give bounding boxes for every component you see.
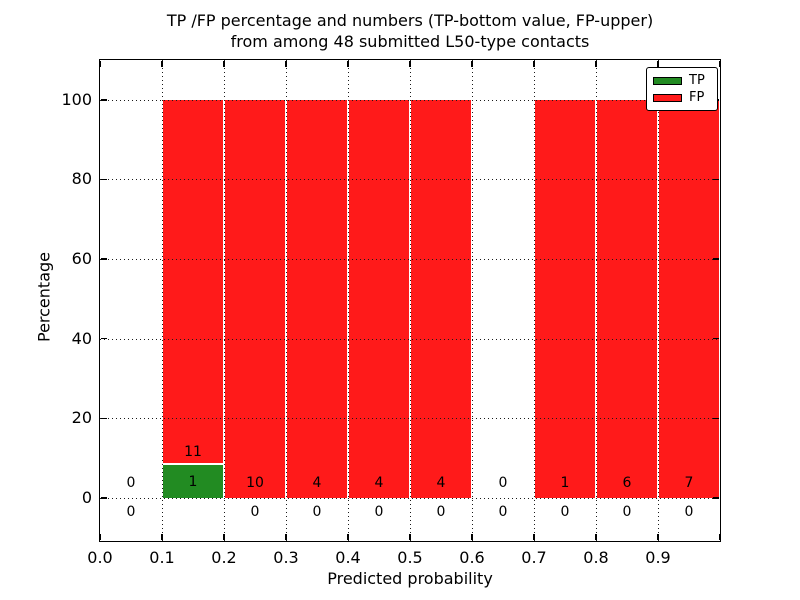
x-axis-label: Predicted probability — [327, 569, 493, 588]
fp-count-label: 10 — [246, 474, 264, 491]
y-axis-tick-right — [713, 337, 719, 340]
x-axis-tick-top — [99, 61, 101, 67]
x-tick-label: 0.2 — [211, 548, 237, 567]
v-gridline — [348, 60, 349, 541]
fp-count-label: 4 — [374, 474, 384, 491]
v-gridline — [410, 60, 411, 541]
fp-count-label: 4 — [312, 474, 322, 491]
x-axis-tick-top — [595, 61, 597, 67]
bar-fp-segment — [225, 99, 285, 498]
tp-count-label: 0 — [560, 503, 570, 520]
x-axis-tick-top — [223, 61, 225, 67]
y-axis-tick — [101, 417, 107, 420]
v-gridline — [224, 60, 225, 541]
tp-color-swatch — [653, 76, 682, 85]
y-tick-label: 40 — [71, 328, 92, 348]
v-gridline — [472, 60, 473, 541]
x-tick-label: 0.1 — [149, 548, 175, 567]
legend-item-fp: FP — [653, 89, 711, 105]
tp-count-label: 0 — [374, 503, 384, 520]
y-axis-tick — [101, 337, 107, 340]
x-axis-tick — [533, 534, 535, 540]
tp-count-label: 0 — [250, 503, 260, 520]
tp-count-label: 0 — [684, 503, 694, 520]
x-tick-label: 0.6 — [459, 548, 485, 567]
x-tick-label: 0.8 — [583, 548, 609, 567]
bar-fp-segment — [597, 99, 657, 498]
bar-tp-segment — [163, 464, 223, 498]
chart-title-line1: TP /FP percentage and numbers (TP-bottom… — [166, 11, 654, 30]
y-axis-tick — [101, 258, 107, 260]
tp-count-label: 0 — [622, 503, 632, 520]
y-tick-label: 100 — [61, 89, 92, 109]
x-tick-label: 0.0 — [87, 548, 113, 567]
x-axis-tick — [161, 534, 163, 540]
fp-count-label: 11 — [184, 443, 202, 460]
bar-fp-segment — [535, 99, 595, 498]
bar-fp-segment — [349, 99, 409, 498]
fp-color-swatch — [653, 93, 682, 102]
y-axis-tick — [101, 99, 107, 101]
chart-title: TP /FP percentage and numbers (TP-bottom… — [100, 10, 720, 52]
y-axis-tick-right — [713, 178, 719, 181]
x-axis-tick — [595, 534, 597, 540]
chart-title-line2: from among 48 submitted L50-type contact… — [230, 32, 590, 51]
bar-fp-segment — [287, 99, 347, 498]
y-tick-label: 0 — [81, 487, 92, 507]
y-axis-tick — [101, 497, 107, 499]
y-tick-label: 80 — [71, 169, 92, 189]
v-gridline — [286, 60, 287, 541]
bar-fp-segment — [659, 99, 719, 498]
x-axis-tick — [471, 534, 473, 540]
legend-label-tp: TP — [689, 72, 705, 88]
x-axis-tick-top — [347, 61, 349, 67]
x-axis-tick-top — [533, 61, 535, 67]
x-tick-label: 0.4 — [335, 548, 361, 567]
v-gridline — [658, 60, 659, 541]
x-tick-label: 0.3 — [273, 548, 299, 567]
x-axis-tick — [719, 534, 721, 540]
x-axis-tick — [657, 534, 659, 540]
x-tick-label: 0.7 — [521, 548, 547, 567]
x-axis-tick-top — [409, 61, 411, 67]
y-tick-label: 60 — [71, 249, 92, 269]
fp-count-label: 0 — [498, 474, 508, 491]
x-axis-tick — [99, 534, 101, 540]
x-tick-label: 0.5 — [397, 548, 423, 567]
y-axis-tick-right — [713, 258, 719, 260]
tp-count-label: 0 — [126, 503, 136, 520]
x-axis-tick-top — [719, 61, 721, 67]
x-axis-tick-top — [657, 61, 659, 67]
fp-count-label: 4 — [436, 474, 446, 491]
y-tick-label: 20 — [71, 408, 92, 428]
legend-label-fp: FP — [689, 89, 705, 105]
tp-count-label: 0 — [498, 503, 508, 520]
tp-count-label: 1 — [188, 473, 198, 490]
y-axis-tick-right — [713, 497, 719, 499]
x-axis-tick — [409, 534, 411, 540]
x-axis-tick — [285, 534, 287, 540]
tp-count-label: 0 — [312, 503, 322, 520]
bar-fp-segment — [163, 99, 223, 463]
legend-item-tp: TP — [653, 72, 711, 88]
v-gridline — [534, 60, 535, 541]
x-axis-tick — [347, 534, 349, 540]
bar-fp-segment — [411, 99, 471, 498]
x-axis-tick-top — [285, 61, 287, 67]
tp-count-label: 0 — [436, 503, 446, 520]
fp-count-label: 7 — [684, 474, 694, 491]
fp-count-label: 1 — [560, 474, 570, 491]
x-tick-label: 0.9 — [645, 548, 671, 567]
fp-count-label: 6 — [622, 474, 632, 491]
v-gridline — [596, 60, 597, 541]
x-axis-tick-top — [471, 61, 473, 67]
y-axis-tick-right — [713, 417, 719, 420]
y-axis-tick — [101, 178, 107, 181]
x-axis-tick-top — [161, 61, 163, 67]
legend: TP FP — [646, 67, 718, 111]
v-gridline — [162, 60, 163, 541]
fp-count-label: 0 — [126, 474, 136, 491]
x-axis-tick — [223, 534, 225, 540]
